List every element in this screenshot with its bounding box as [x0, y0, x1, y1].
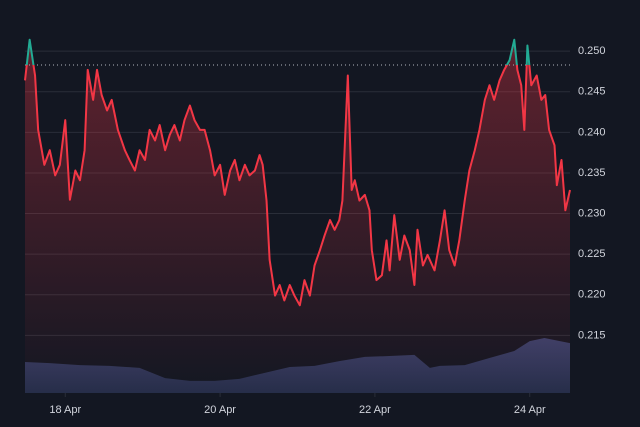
x-tick-label: 22 Apr	[359, 404, 391, 416]
x-tick-label: 20 Apr	[204, 404, 236, 416]
price-line	[24, 38, 571, 307]
y-tick-label: 0.240	[578, 126, 606, 138]
x-tick-label: 24 Apr	[514, 404, 546, 416]
y-tick-label: 0.225	[578, 248, 606, 260]
y-tick-label: 0.245	[578, 86, 606, 98]
y-tick-label: 0.220	[578, 289, 606, 301]
price-area	[25, 39, 570, 393]
y-tick-label: 0.230	[578, 207, 606, 219]
y-tick-label: 0.250	[578, 45, 606, 57]
y-tick-label: 0.235	[578, 167, 606, 179]
x-tick-label: 18 Apr	[49, 404, 81, 416]
y-tick-label: 0.215	[578, 329, 606, 341]
